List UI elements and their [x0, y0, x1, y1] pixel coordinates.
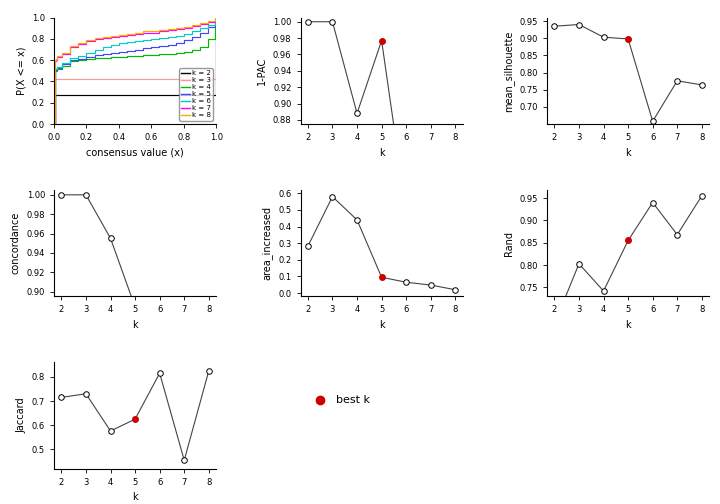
Y-axis label: Jaccard: Jaccard [16, 398, 26, 433]
X-axis label: consensus value (x): consensus value (x) [86, 148, 184, 158]
X-axis label: k: k [132, 320, 138, 330]
X-axis label: k: k [625, 320, 631, 330]
X-axis label: k: k [132, 492, 138, 502]
Text: best k: best k [336, 395, 370, 405]
Y-axis label: mean_silhouette: mean_silhouette [503, 30, 514, 111]
Y-axis label: 1-PAC: 1-PAC [257, 57, 267, 85]
X-axis label: k: k [625, 148, 631, 158]
X-axis label: k: k [379, 148, 384, 158]
X-axis label: k: k [379, 320, 384, 330]
Y-axis label: concordance: concordance [11, 212, 21, 274]
Legend: k = 2, k = 3, k = 4, k = 5, k = 6, k = 7, k = 8: k = 2, k = 3, k = 4, k = 5, k = 6, k = 7… [179, 68, 212, 120]
Y-axis label: P(X <= x): P(X <= x) [16, 46, 26, 95]
Y-axis label: area_increased: area_increased [262, 206, 273, 280]
Y-axis label: Rand: Rand [504, 231, 514, 256]
